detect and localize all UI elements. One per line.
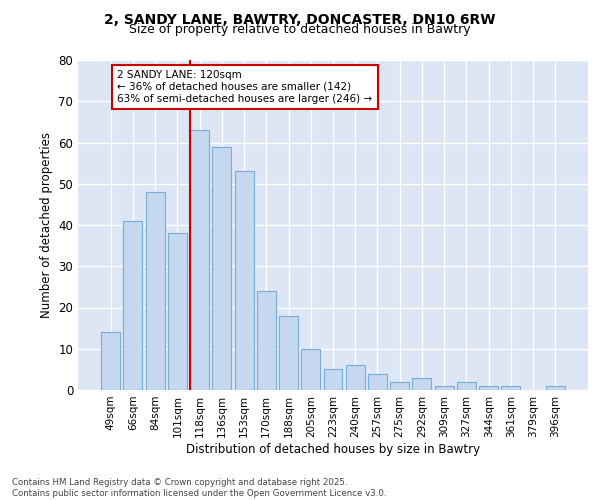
Text: Contains HM Land Registry data © Crown copyright and database right 2025.
Contai: Contains HM Land Registry data © Crown c… — [12, 478, 386, 498]
Bar — [390, 382, 409, 390]
Bar — [190, 130, 209, 390]
Bar — [101, 332, 120, 390]
Y-axis label: Number of detached properties: Number of detached properties — [40, 132, 53, 318]
Bar — [146, 192, 164, 390]
Bar — [435, 386, 454, 390]
Bar — [368, 374, 387, 390]
Bar — [412, 378, 431, 390]
Bar — [257, 291, 276, 390]
Bar — [212, 146, 231, 390]
Bar — [479, 386, 498, 390]
Bar — [168, 233, 187, 390]
Text: Size of property relative to detached houses in Bawtry: Size of property relative to detached ho… — [129, 22, 471, 36]
Bar — [301, 349, 320, 390]
Bar — [323, 370, 343, 390]
Text: 2, SANDY LANE, BAWTRY, DONCASTER, DN10 6RW: 2, SANDY LANE, BAWTRY, DONCASTER, DN10 6… — [104, 12, 496, 26]
Bar — [502, 386, 520, 390]
Bar — [346, 365, 365, 390]
Bar — [279, 316, 298, 390]
Bar — [124, 221, 142, 390]
Bar — [546, 386, 565, 390]
Bar — [457, 382, 476, 390]
Text: 2 SANDY LANE: 120sqm
← 36% of detached houses are smaller (142)
63% of semi-deta: 2 SANDY LANE: 120sqm ← 36% of detached h… — [118, 70, 373, 104]
X-axis label: Distribution of detached houses by size in Bawtry: Distribution of detached houses by size … — [186, 442, 480, 456]
Bar — [235, 172, 254, 390]
